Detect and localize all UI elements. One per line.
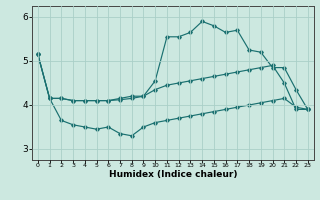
X-axis label: Humidex (Indice chaleur): Humidex (Indice chaleur): [108, 170, 237, 179]
